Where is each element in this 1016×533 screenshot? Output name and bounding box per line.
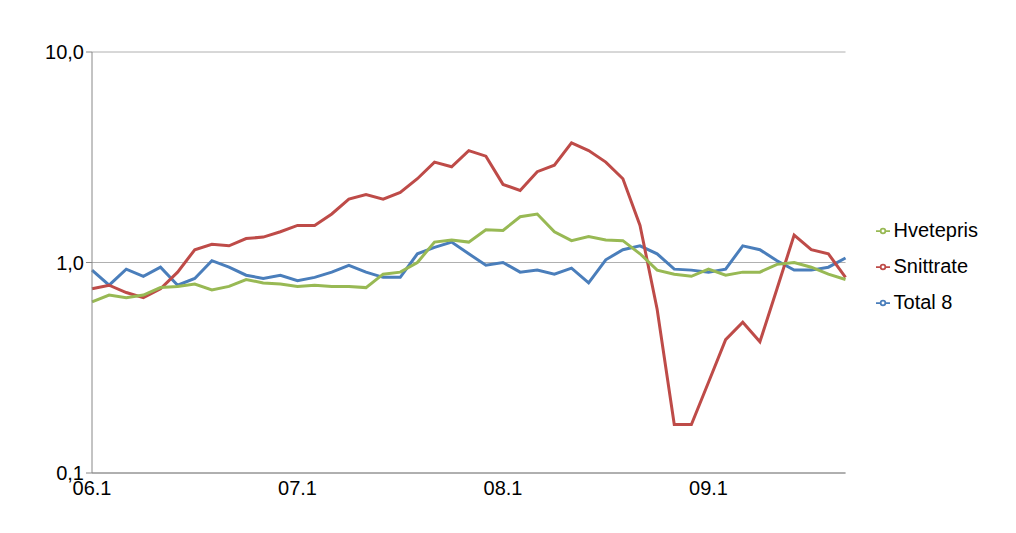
svg-text:06.1: 06.1 xyxy=(72,477,112,500)
svg-text:07.1: 07.1 xyxy=(278,477,317,499)
html-text:Snittrate: Snittrate xyxy=(893,254,968,277)
svg-text:10,0: 10,0 xyxy=(45,41,84,63)
html-text:Total 8: Total 8 xyxy=(893,290,953,313)
svg-text:1,0: 1,0 xyxy=(56,252,84,274)
svg-text:08.1: 08.1 xyxy=(484,477,523,499)
svg-text:09.1: 09.1 xyxy=(689,477,728,499)
svg-text:0,1: 0,1 xyxy=(56,462,84,484)
html-text:Hvetepris: Hvetepris xyxy=(893,218,978,241)
